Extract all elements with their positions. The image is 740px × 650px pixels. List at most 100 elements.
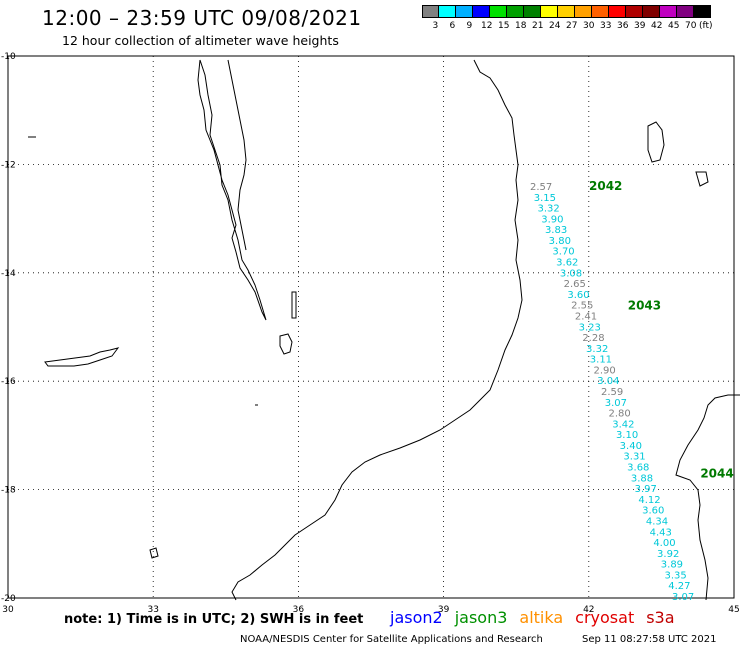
lon-tick-label: 42 (583, 605, 594, 615)
swh-value-label: 3.97 (635, 484, 657, 495)
swh-value-label: 3.83 (545, 225, 567, 236)
legend-color-cell (643, 5, 660, 18)
map-frame (7, 55, 735, 599)
lat-tick-label: -14 (1, 269, 16, 279)
legend-tick-label: 9 (466, 21, 473, 31)
swh-value-label: 3.70 (552, 247, 574, 258)
mozambique-coastline (231, 59, 523, 601)
lake-malawi-east-shore (227, 59, 247, 251)
small-island-1 (279, 333, 293, 355)
legend-color-cell (473, 5, 490, 18)
legend-color-cell (575, 5, 592, 18)
legend-tick-label: 30 (583, 21, 595, 31)
swh-value-label: 4.12 (638, 495, 660, 506)
legend-color-cell (677, 5, 694, 18)
small-island-2 (291, 291, 297, 319)
satellite-name-s3a: s3a (646, 608, 675, 627)
swh-value-label: 4.43 (650, 527, 672, 538)
legend-color-cell (660, 5, 677, 18)
swh-value-label: 3.90 (541, 214, 563, 225)
swh-value-label: 3.60 (567, 290, 589, 301)
madagascar-coastline (675, 394, 740, 601)
swh-value-label: 4.34 (646, 516, 668, 527)
lat-tick-label: -12 (1, 160, 16, 170)
satellite-name-cryosat: cryosat (575, 608, 635, 627)
map-title: 12:00 – 23:59 UTC 09/08/2021 (42, 6, 362, 30)
swh-value-label: 2.80 (608, 409, 630, 420)
swh-value-label: 3.23 (579, 322, 601, 333)
swh-value-label: 3.40 (620, 441, 642, 452)
satellite-name-jason2: jason2 (390, 608, 443, 627)
swh-value-label: 3.11 (590, 355, 612, 366)
swh-value-label: 2.65 (564, 279, 586, 290)
swh-value-label: 3.62 (556, 258, 578, 269)
track-number-label: 2044 (700, 466, 733, 480)
legend-color-cell (439, 5, 456, 18)
lat-tick-label: -20 (1, 594, 16, 604)
swh-value-label: 3.32 (537, 204, 559, 215)
legend-tick-label: 6 (449, 21, 456, 31)
swh-value-label: 3.10 (616, 430, 638, 441)
swh-value-label: 3.42 (612, 419, 634, 430)
legend-tick-label: 15 (498, 21, 510, 31)
satellite-name-jason3: jason3 (454, 608, 508, 627)
lon-tick-label: 36 (293, 605, 305, 615)
lat-tick-label: -18 (1, 486, 16, 496)
legend-tick-label: 39 (634, 21, 646, 31)
swh-value-label: 3.15 (534, 193, 556, 204)
track-labels: 2042 2043 2044 (589, 179, 734, 480)
legend-color-cell (422, 5, 439, 18)
lon-tick-label: 45 (728, 605, 739, 615)
legend-tick-label: 24 (549, 21, 561, 31)
lon-tick-label: 30 (2, 605, 14, 615)
swh-value-label: 3.88 (631, 473, 653, 484)
swh-value-label: 3.92 (657, 549, 679, 560)
swh-value-label: 4.00 (653, 538, 675, 549)
satellite-legend: jason2 jason3 altika cryosat s3a (390, 608, 687, 627)
legend-color-cell (456, 5, 473, 18)
swh-value-label: 3.68 (627, 463, 649, 474)
swh-value-label: 3.31 (623, 452, 645, 463)
legend-color-cell (541, 5, 558, 18)
legend-tick-label: 42 (651, 21, 663, 31)
legend-tick-label: 21 (532, 21, 544, 31)
swh-value-label: 3.80 (549, 236, 571, 247)
footer-note: note: 1) Time is in UTC; 2) SWH is in fe… (64, 612, 364, 627)
swh-value-label: 3.32 (586, 344, 608, 355)
lat-tick-label: -16 (1, 377, 16, 387)
credit-text: NOAA/NESDIS Center for Satellite Applica… (240, 634, 543, 645)
swh-value-label: 2.90 (594, 365, 616, 376)
track-number-label: 2042 (589, 179, 622, 193)
legend-color-cell (694, 5, 711, 18)
swh-value-label: 4.27 (668, 581, 690, 592)
legend-tick-label: 45 (668, 21, 680, 31)
legend-tick-label: 12 (481, 21, 493, 31)
legend-tick-label: 70 (685, 21, 697, 31)
legend-tick-label: 18 (515, 21, 527, 31)
lon-tick-label: 33 (147, 605, 158, 615)
swh-value-label: 3.04 (597, 376, 619, 387)
legend-tick-label: 27 (566, 21, 578, 31)
comoros-island-2 (695, 171, 709, 187)
lat-lon-grid: 30 33 36 39 42 45 -10 -12 -14 -16 -18 -20 (1, 52, 740, 615)
legend-color-cell (558, 5, 575, 18)
swh-value-label: 3.07 (672, 592, 694, 603)
map-subtitle: 12 hour collection of altimeter wave hei… (62, 33, 339, 48)
lake-west-outline (44, 347, 120, 367)
footer-credit: NOAA/NESDIS Center for Satellite Applica… (240, 634, 716, 645)
swh-value-label: 3.07 (605, 398, 627, 409)
legend-color-cell (592, 5, 609, 18)
legend-color-cell (490, 5, 507, 18)
timestamp: Sep 11 08:27:58 UTC 2021 (582, 634, 717, 645)
swh-value-label: 2.41 (575, 311, 597, 322)
lake-malawi-outline (197, 59, 267, 321)
legend-tick-label: 33 (600, 21, 612, 31)
small-island-3 (149, 547, 159, 559)
altimeter-points: 2.573.153.323.903.833.803.703.623.082.65… (530, 182, 694, 603)
swh-value-label: 3.89 (661, 560, 683, 571)
lon-tick-label: 39 (438, 605, 450, 615)
legend-color-cell (524, 5, 541, 18)
satellite-name-altika: altika (519, 608, 564, 627)
track-number-label: 2043 (628, 298, 661, 312)
